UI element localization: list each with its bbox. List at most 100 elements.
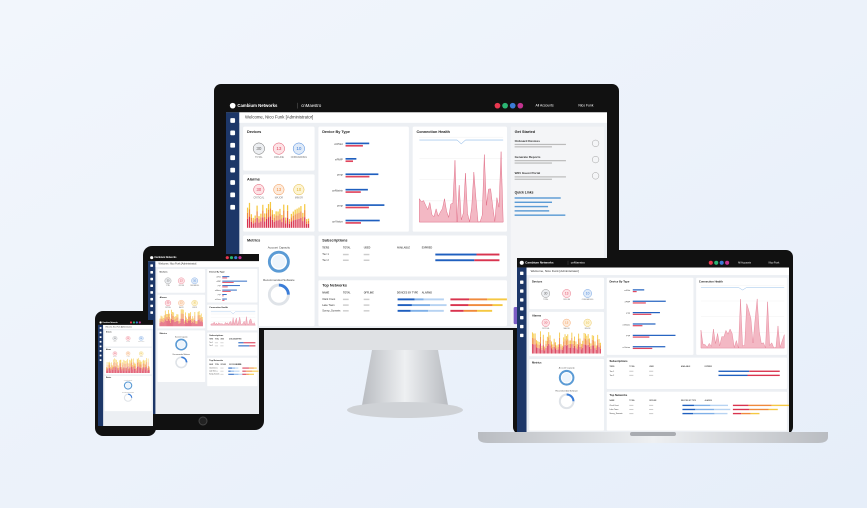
nav-icon[interactable] bbox=[520, 298, 524, 302]
status-badge[interactable] bbox=[708, 260, 713, 265]
alarm-bar bbox=[170, 318, 171, 321]
status-badge[interactable] bbox=[138, 321, 141, 324]
nav-icon[interactable] bbox=[99, 359, 102, 361]
status-badge[interactable] bbox=[725, 260, 730, 265]
alarm-bar bbox=[306, 223, 308, 228]
nav-icon[interactable] bbox=[520, 289, 524, 293]
status-badge[interactable] bbox=[229, 256, 234, 260]
table-header: EXPIRED bbox=[705, 366, 713, 368]
alarm-bar bbox=[572, 347, 574, 354]
nav-icon[interactable] bbox=[520, 316, 524, 320]
nav-icon[interactable] bbox=[520, 333, 524, 338]
alarm-bar bbox=[541, 350, 543, 354]
alarm-bar bbox=[173, 315, 175, 321]
nav-icon[interactable] bbox=[230, 180, 236, 185]
alarm-bar bbox=[187, 320, 188, 324]
alarm-bar bbox=[559, 332, 561, 338]
nav-icon[interactable] bbox=[150, 311, 154, 314]
nav-icon[interactable] bbox=[150, 271, 154, 274]
nav-icon[interactable] bbox=[150, 304, 154, 308]
nav-icon[interactable] bbox=[230, 192, 236, 198]
user-menu[interactable]: Nico Funk bbox=[578, 104, 593, 108]
status-badge[interactable] bbox=[135, 321, 138, 324]
status-badge[interactable] bbox=[714, 260, 719, 265]
alarm-bar bbox=[197, 311, 199, 316]
status-badge[interactable] bbox=[129, 321, 133, 324]
type-bar bbox=[222, 276, 230, 278]
get-started-item: Onboard Devices bbox=[515, 139, 541, 143]
status-badge[interactable] bbox=[719, 260, 724, 265]
nav-icon[interactable] bbox=[150, 291, 154, 294]
nav-icon[interactable] bbox=[99, 354, 102, 357]
alarm-bar bbox=[167, 320, 168, 327]
nav-icon[interactable] bbox=[99, 340, 102, 343]
nav-icon[interactable] bbox=[99, 327, 102, 329]
nav-icon[interactable] bbox=[520, 324, 524, 329]
nav-icon[interactable] bbox=[150, 297, 154, 301]
nav-icon[interactable] bbox=[520, 307, 524, 311]
nav-icon[interactable] bbox=[230, 118, 236, 123]
nav-icon[interactable] bbox=[99, 331, 102, 334]
table-cell: Lake Town bbox=[609, 409, 618, 411]
user-menu[interactable]: Nico Funk bbox=[769, 261, 780, 264]
nav-icon[interactable] bbox=[150, 264, 154, 267]
cell-placeholder bbox=[342, 310, 349, 312]
alarm-bar bbox=[580, 349, 582, 354]
card bbox=[318, 126, 409, 232]
alarm-bar bbox=[262, 217, 264, 228]
nav-icon[interactable] bbox=[230, 130, 236, 136]
capacity-donut bbox=[123, 381, 133, 390]
alarm-bar bbox=[266, 208, 268, 214]
account-selector[interactable]: All Accounts bbox=[536, 104, 554, 108]
alarm-bar bbox=[187, 323, 188, 327]
alarm-bar bbox=[567, 334, 569, 340]
stat-label: MAJOR bbox=[564, 327, 571, 330]
network-bar bbox=[228, 367, 232, 369]
account-selector[interactable]: All Accounts bbox=[738, 261, 752, 264]
nav-icon[interactable] bbox=[230, 142, 236, 148]
nav-icon[interactable] bbox=[99, 336, 102, 339]
alarm-bar bbox=[172, 315, 174, 320]
nav-icon[interactable] bbox=[150, 277, 154, 281]
alarm-bar bbox=[191, 320, 193, 323]
product-name: cnMaestro bbox=[301, 103, 322, 108]
nav-icon[interactable] bbox=[230, 204, 236, 210]
nav-icon[interactable] bbox=[230, 155, 236, 161]
status-badge[interactable] bbox=[132, 321, 136, 324]
alarm-bar bbox=[590, 343, 592, 346]
alarm-bar bbox=[170, 320, 171, 323]
status-badge[interactable] bbox=[517, 102, 524, 109]
status-badge[interactable] bbox=[225, 256, 229, 260]
alarm-bar bbox=[579, 346, 581, 354]
alarm-bar bbox=[275, 220, 277, 228]
alarm-bar bbox=[563, 346, 565, 354]
status-badge[interactable] bbox=[234, 256, 238, 260]
table-header: TOTAL bbox=[343, 291, 351, 294]
alarm-bar bbox=[159, 322, 161, 327]
type-label: ePMP bbox=[216, 281, 220, 283]
nav-icon[interactable] bbox=[520, 271, 524, 276]
nav-icon[interactable] bbox=[150, 284, 154, 288]
type-bar bbox=[632, 334, 676, 336]
status-badge[interactable] bbox=[509, 102, 516, 109]
alarm-bar bbox=[271, 219, 273, 228]
nav-icon[interactable] bbox=[99, 350, 102, 352]
alarm-bar bbox=[172, 312, 174, 316]
status-badge[interactable] bbox=[502, 102, 508, 109]
alarm-bar bbox=[589, 346, 590, 354]
nav-icon[interactable] bbox=[230, 167, 236, 173]
status-badge[interactable] bbox=[494, 102, 501, 109]
alarm-bar bbox=[195, 321, 197, 323]
nav-icon[interactable] bbox=[520, 280, 524, 284]
welcome-text: Welcome, Nico Funk [Administrator] bbox=[245, 115, 313, 120]
network-bar bbox=[397, 309, 411, 312]
table-cell: Clark Crest bbox=[322, 297, 335, 301]
alarm-bar bbox=[552, 346, 554, 350]
alarm-bar bbox=[256, 205, 258, 212]
nav-icon[interactable] bbox=[99, 345, 102, 348]
stat-circle bbox=[139, 351, 144, 356]
status-badge[interactable] bbox=[238, 256, 242, 260]
stat-value: 13 bbox=[180, 303, 183, 305]
alarm-mix-bar bbox=[248, 367, 254, 369]
